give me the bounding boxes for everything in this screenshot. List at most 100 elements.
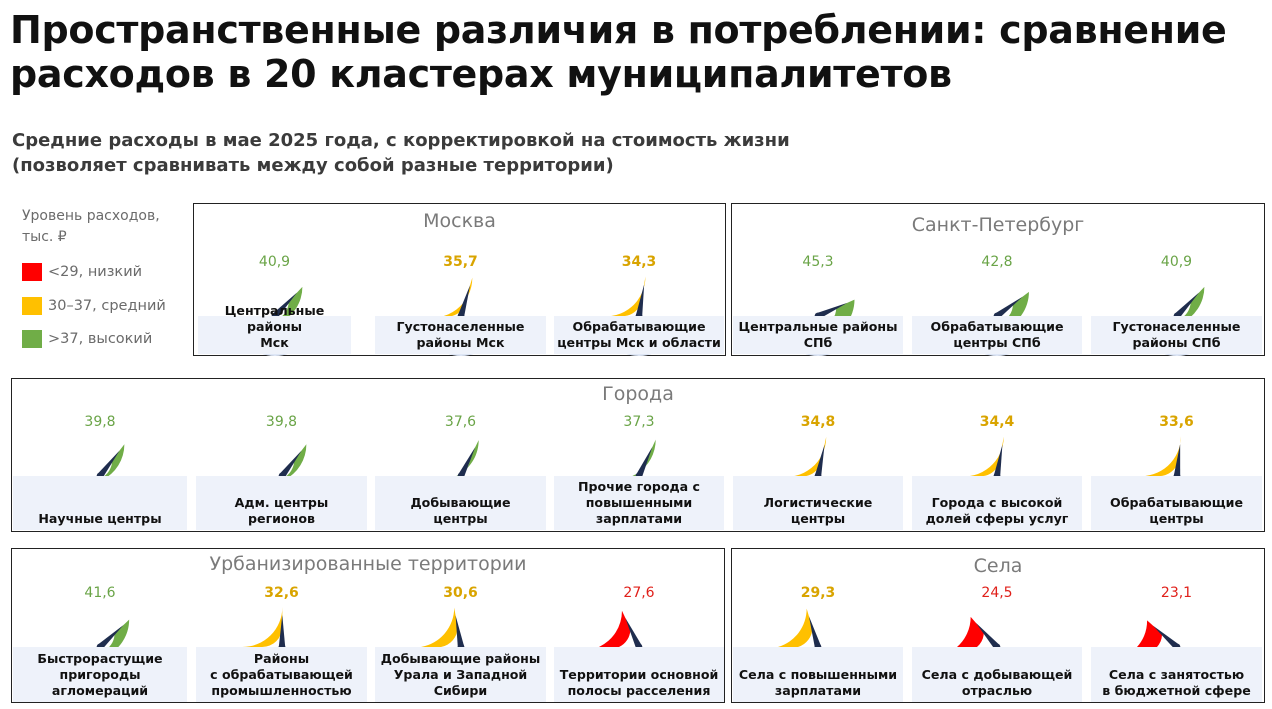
gauge-needle bbox=[97, 450, 120, 478]
gauge-fill bbox=[778, 608, 813, 647]
gauge-dial bbox=[957, 616, 1037, 687]
gauge-needle bbox=[636, 446, 653, 478]
gauge-value: 40,9 bbox=[1160, 254, 1193, 270]
gauge-label-box: Обрабатывающие центры СПб bbox=[912, 316, 1082, 354]
page-title: Пространственные различия в потреблении:… bbox=[10, 8, 1227, 96]
gauge-label-box: Адм. центры регионов bbox=[196, 476, 367, 530]
gauge-needle bbox=[1174, 292, 1199, 319]
gauge-label-line: Обрабатывающие bbox=[572, 319, 706, 334]
gauge-label-line: Научные центры bbox=[38, 511, 162, 526]
gauge-label-line: Густонаселенные bbox=[396, 319, 525, 334]
gauge-fill bbox=[1136, 436, 1181, 477]
gauge-label-line: в бюджетной сфере bbox=[1102, 683, 1251, 698]
gauge-label-line: центры СПб bbox=[953, 335, 1041, 350]
gauge-label-line: Мск bbox=[260, 335, 289, 350]
gauge-dial bbox=[1136, 436, 1217, 516]
gauge-label-line: Села с занятостью bbox=[1108, 667, 1245, 682]
gauge-label-line: с обрабатывающей bbox=[210, 667, 353, 682]
gauge-label-line: Обрабатывающие bbox=[1110, 495, 1243, 510]
gauge-fill bbox=[957, 436, 1004, 477]
gauge-label-box: Территории основной полосы расселения bbox=[554, 647, 724, 702]
gauge-needle bbox=[457, 447, 475, 478]
gauge-label-line: Густонаселенные bbox=[1112, 319, 1241, 334]
legend-title-line-1: Уровень расходов, bbox=[22, 208, 160, 224]
gauge-label-line: Центральные районы bbox=[224, 303, 325, 334]
gauge-needle bbox=[816, 302, 848, 319]
gauge-label: Обрабатывающие центры Мск и области bbox=[556, 319, 722, 351]
subtitle-line-2: (позволяет сравнивать между собой разные… bbox=[12, 155, 614, 176]
legend-label-low: <29, низкий bbox=[48, 264, 143, 280]
gauge-value: 24,5 bbox=[981, 585, 1013, 601]
legend-item-high: >37, высокий bbox=[22, 330, 152, 350]
gauge-label-box: Обрабатывающие центры Мск и области bbox=[554, 316, 724, 354]
gauge-needle bbox=[993, 444, 1003, 477]
gauge-value: 45,3 bbox=[802, 254, 834, 270]
gauge-value: 35,7 bbox=[443, 254, 478, 270]
gauge-label-line: районы СПб bbox=[1132, 335, 1221, 350]
gauge-label-line: Адм. центры bbox=[234, 495, 329, 510]
gauge-dial bbox=[599, 610, 679, 687]
gauge-label-line: Села с повышенными bbox=[738, 667, 898, 682]
gauge-label: Территории основной полосы расселения bbox=[556, 667, 722, 699]
gauge-value: 27,6 bbox=[623, 585, 655, 601]
gauge-label-line: регионов bbox=[248, 511, 315, 526]
gauge-label: Села с добывающей отраслью bbox=[914, 667, 1080, 699]
gauge-label-line: центры bbox=[433, 511, 488, 526]
gauge-dial bbox=[599, 276, 679, 356]
gauge-needle bbox=[457, 285, 470, 317]
gauge-fill bbox=[420, 607, 458, 647]
legend-swatch-mid bbox=[22, 297, 42, 315]
gauge-value: 30,6 bbox=[443, 585, 478, 601]
gauge-needle bbox=[625, 618, 642, 649]
gauge-label-line: отраслью bbox=[961, 683, 1033, 698]
panel-title-urban: Урбанизированные территории bbox=[209, 553, 527, 575]
gauge-label-box: Села с повышенными зарплатами bbox=[733, 647, 903, 702]
gauge-dial bbox=[241, 607, 322, 687]
gauge-label: Быстрорастущие пригороды агломераций bbox=[15, 651, 185, 699]
gauge-dial bbox=[957, 291, 1037, 356]
gauge-label-box: Районы с обрабатывающей промышленностью bbox=[196, 647, 367, 702]
gauge-label: Обрабатывающие центры СПб bbox=[914, 319, 1080, 351]
legend-item-low: <29, низкий bbox=[22, 263, 142, 283]
gauge-dial bbox=[778, 299, 858, 356]
gauge-dial bbox=[1136, 286, 1217, 356]
gauge-label-line: Урала и Западной bbox=[393, 667, 528, 682]
gauge-dial bbox=[957, 436, 1037, 516]
gauge-label: Научные центры bbox=[15, 511, 185, 527]
gauge-needle bbox=[814, 444, 825, 477]
gauge-label-line: Территории основной bbox=[559, 667, 719, 682]
gauge-label-line: Добывающие районы bbox=[380, 651, 541, 666]
gauge-value: 23,1 bbox=[1160, 585, 1193, 601]
gauge-needle bbox=[272, 292, 297, 319]
gauge-fill bbox=[599, 610, 631, 647]
gauge-label: Адм. центры регионов bbox=[198, 495, 365, 527]
panel-title-cities: Города bbox=[602, 383, 674, 405]
gauge-fill bbox=[957, 616, 984, 647]
gauge-label: Центральные районы СПб bbox=[735, 319, 901, 351]
gauge-needle bbox=[278, 615, 285, 648]
gauge-label-box: Добывающие районы Урала и Западной Сибири bbox=[375, 647, 546, 702]
gauge-label: Села с занятостью в бюджетной сфере bbox=[1093, 667, 1260, 699]
gauge-needle bbox=[995, 296, 1023, 319]
legend-label-mid: 30–37, средний bbox=[48, 298, 166, 314]
gauge-value: 34,4 bbox=[979, 414, 1015, 430]
gauge-needle bbox=[1152, 625, 1179, 650]
gauge-label-box: Города с высокой долей сферы услуг bbox=[912, 476, 1082, 530]
panel-title-moscow: Москва bbox=[423, 210, 496, 232]
gauge-value: 39,8 bbox=[84, 414, 116, 430]
gauge-label-line: долей сферы услуг bbox=[925, 511, 1069, 526]
gauge-fill bbox=[241, 607, 282, 648]
legend-label-high: >37, высокий bbox=[48, 331, 153, 347]
gauge-label-line: Добывающие bbox=[410, 495, 511, 510]
gauge-label-line: Города с высокой bbox=[931, 495, 1063, 510]
gauge-dial bbox=[420, 440, 501, 516]
gauge-label-line: Быстрорастущие bbox=[37, 651, 163, 666]
gauge-label-box: Густонаселенные районы Мск bbox=[375, 316, 546, 354]
gauge-dial bbox=[778, 436, 858, 516]
gauge-label-line: Прочие города с bbox=[577, 479, 701, 494]
gauge-label: Густонаселенные районы СПб bbox=[1093, 319, 1260, 351]
legend-swatch-high bbox=[22, 330, 42, 348]
gauge-label-line: Центральные районы bbox=[738, 319, 898, 334]
gauge-label: Города с высокой долей сферы услуг bbox=[914, 495, 1080, 527]
gauge-label-line: СПб bbox=[803, 335, 833, 350]
